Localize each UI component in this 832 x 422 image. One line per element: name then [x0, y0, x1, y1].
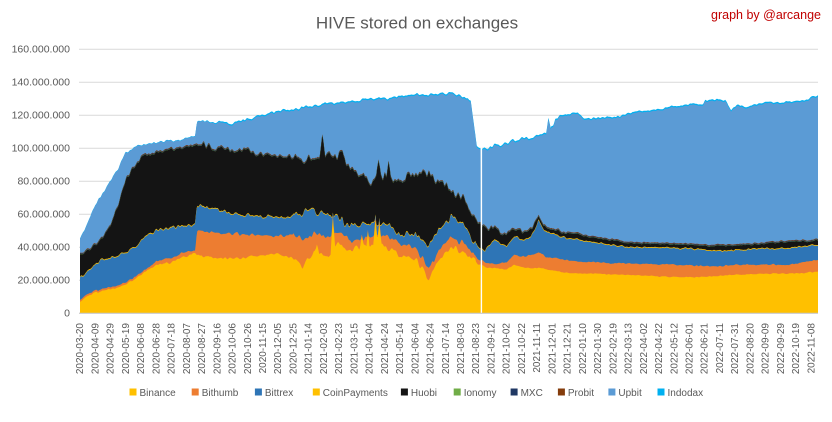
svg-text:2022-04-02: 2022-04-02: [639, 323, 650, 375]
svg-text:2020-09-16: 2020-09-16: [212, 323, 223, 375]
svg-text:2022-06-01: 2022-06-01: [685, 323, 696, 375]
svg-text:0: 0: [64, 308, 70, 320]
svg-text:2021-06-04: 2021-06-04: [410, 323, 421, 375]
svg-text:2022-08-20: 2022-08-20: [745, 323, 756, 375]
svg-text:2022-11-08: 2022-11-08: [806, 323, 817, 374]
svg-text:2020-10-06: 2020-10-06: [228, 323, 239, 375]
svg-text:100.000.000: 100.000.000: [12, 143, 71, 155]
svg-text:2021-12-21: 2021-12-21: [563, 323, 574, 375]
svg-text:2021-03-15: 2021-03-15: [349, 323, 360, 375]
svg-text:40.000.000: 40.000.000: [17, 242, 70, 254]
svg-text:2022-04-22: 2022-04-22: [654, 323, 665, 375]
svg-text:2022-07-11: 2022-07-11: [715, 323, 726, 374]
svg-text:2020-10-26: 2020-10-26: [243, 323, 254, 375]
svg-text:2021-02-23: 2021-02-23: [334, 323, 345, 375]
svg-text:2022-07-31: 2022-07-31: [730, 323, 741, 375]
svg-text:Upbit: Upbit: [618, 388, 642, 399]
svg-text:2020-05-19: 2020-05-19: [121, 323, 132, 375]
svg-text:140.000.000: 140.000.000: [12, 77, 71, 89]
svg-text:2022-01-30: 2022-01-30: [593, 323, 604, 375]
svg-text:2020-12-05: 2020-12-05: [273, 323, 284, 375]
svg-text:2022-06-21: 2022-06-21: [700, 323, 711, 375]
svg-text:MXC: MXC: [521, 388, 543, 399]
svg-text:2020-08-27: 2020-08-27: [197, 323, 208, 375]
svg-text:Bittrex: Bittrex: [265, 388, 293, 399]
svg-text:20.000.000: 20.000.000: [17, 275, 70, 287]
svg-text:2021-04-24: 2021-04-24: [380, 323, 391, 375]
svg-text:2020-04-29: 2020-04-29: [106, 323, 117, 375]
svg-text:2021-10-22: 2021-10-22: [517, 323, 528, 375]
svg-text:Indodax: Indodax: [668, 388, 704, 399]
svg-text:2022-05-12: 2022-05-12: [669, 323, 680, 375]
svg-text:2020-12-25: 2020-12-25: [289, 323, 300, 375]
svg-text:2022-02-19: 2022-02-19: [608, 323, 619, 375]
svg-text:2021-01-14: 2021-01-14: [304, 323, 315, 375]
svg-text:HIVE stored on exchanges: HIVE stored on exchanges: [316, 14, 518, 33]
svg-text:2020-07-18: 2020-07-18: [167, 323, 178, 375]
svg-text:2020-11-15: 2020-11-15: [258, 323, 269, 374]
svg-text:2020-08-07: 2020-08-07: [182, 323, 193, 375]
svg-text:2020-03-20: 2020-03-20: [75, 323, 86, 375]
svg-text:Binance: Binance: [140, 388, 177, 399]
svg-text:2020-06-08: 2020-06-08: [136, 323, 147, 375]
svg-text:2021-06-24: 2021-06-24: [426, 323, 437, 375]
svg-text:80.000.000: 80.000.000: [17, 176, 70, 188]
svg-text:2020-06-28: 2020-06-28: [151, 323, 162, 375]
svg-text:2022-03-13: 2022-03-13: [624, 323, 635, 375]
svg-text:160.000.000: 160.000.000: [12, 44, 71, 56]
svg-text:2021-08-23: 2021-08-23: [471, 323, 482, 375]
svg-text:Probit: Probit: [568, 388, 594, 399]
svg-text:2021-07-14: 2021-07-14: [441, 323, 452, 375]
svg-text:2022-01-10: 2022-01-10: [578, 323, 589, 375]
svg-text:2020-04-09: 2020-04-09: [90, 323, 101, 375]
svg-text:2021-11-11: 2021-11-11: [532, 323, 543, 373]
svg-text:2022-09-29: 2022-09-29: [776, 323, 787, 375]
svg-text:2021-05-14: 2021-05-14: [395, 323, 406, 375]
svg-text:Bithumb: Bithumb: [202, 388, 239, 399]
svg-text:graph by @arcange: graph by @arcange: [711, 8, 821, 22]
svg-text:60.000.000: 60.000.000: [17, 209, 70, 221]
svg-text:2022-09-09: 2022-09-09: [761, 323, 772, 375]
svg-text:2021-02-03: 2021-02-03: [319, 323, 330, 375]
svg-text:2021-12-01: 2021-12-01: [547, 323, 558, 375]
svg-text:2021-09-12: 2021-09-12: [487, 323, 498, 375]
svg-text:2022-10-19: 2022-10-19: [791, 323, 802, 375]
svg-text:2021-04-04: 2021-04-04: [365, 323, 376, 375]
svg-text:2021-08-03: 2021-08-03: [456, 323, 467, 375]
svg-text:CoinPayments: CoinPayments: [323, 388, 388, 399]
svg-text:2021-10-02: 2021-10-02: [502, 323, 513, 375]
svg-text:120.000.000: 120.000.000: [12, 110, 71, 122]
svg-text:Ionomy: Ionomy: [464, 388, 497, 399]
svg-text:Huobi: Huobi: [411, 388, 437, 399]
